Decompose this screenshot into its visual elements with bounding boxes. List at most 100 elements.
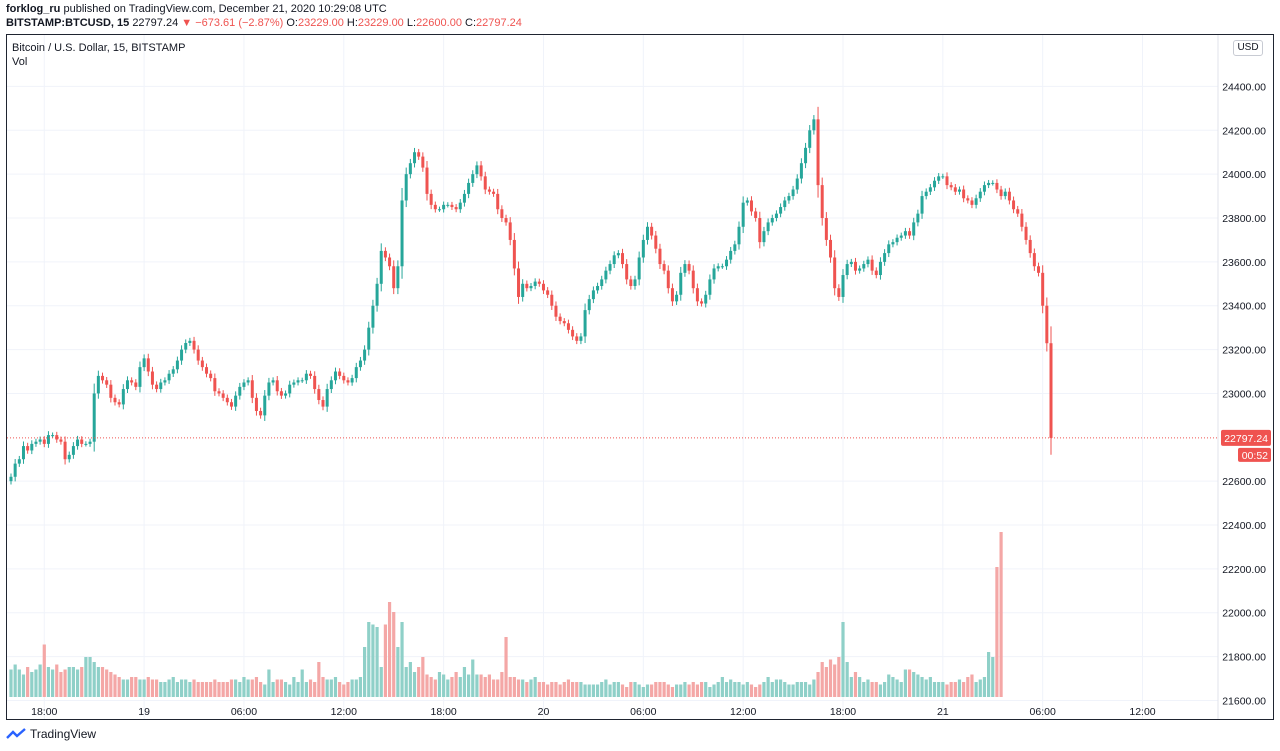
candle-body (853, 261, 857, 271)
x-tick-label: 21 (937, 706, 949, 718)
candle-body (329, 380, 333, 390)
candle-body (849, 261, 853, 265)
volume-bar (808, 684, 812, 697)
x-tick-label: 20 (538, 706, 550, 718)
volume-bar (625, 687, 629, 697)
candle-body (662, 264, 666, 271)
candle-body (263, 395, 267, 416)
candle-body (1012, 200, 1016, 210)
candle-body (749, 200, 753, 212)
volume-bar (837, 657, 841, 697)
volume-bar (392, 612, 396, 697)
candle-body (957, 189, 961, 192)
candle-body (96, 375, 100, 394)
candle-body (21, 446, 25, 460)
y-tick-label: 23400.00 (1222, 301, 1266, 313)
x-tick-label: 18:00 (430, 706, 456, 718)
publish-info: forklog_ru published on TradingView.com,… (6, 3, 387, 15)
volume-bar (679, 684, 683, 697)
candle-body (870, 259, 874, 271)
candle-body (492, 191, 496, 194)
currency-button[interactable]: USD (1233, 40, 1263, 56)
candle-body (579, 336, 583, 341)
volume-bar (92, 662, 96, 697)
candle-body (333, 371, 337, 381)
volume-bar (766, 677, 770, 697)
volume-bar (737, 682, 741, 697)
candle-body (304, 373, 308, 381)
volume-bar (529, 679, 533, 697)
candle-body (604, 270, 608, 280)
high-value: 23229.00 (357, 17, 404, 29)
candle-body (770, 218, 774, 223)
volume-bar (254, 677, 259, 697)
candle-body (820, 185, 824, 219)
volume-bar (970, 674, 974, 697)
candle-body (30, 443, 34, 451)
volume-bar (308, 679, 313, 697)
x-tick-label: 12:00 (730, 706, 756, 718)
candle-body (175, 360, 179, 370)
candle-body (213, 378, 217, 392)
volume-legend: Vol (12, 56, 28, 68)
last-price: 22797.24 (132, 17, 179, 29)
volume-bar (84, 657, 88, 697)
candle-body (1037, 266, 1041, 273)
candle-body (670, 288, 674, 302)
volume-bar (799, 682, 803, 697)
candle-body (529, 285, 533, 289)
y-tick-label: 22000.00 (1222, 608, 1266, 620)
volume-bar (491, 679, 496, 697)
volume-bar (375, 627, 379, 697)
volume-bar (579, 682, 583, 697)
candle-body (878, 261, 882, 276)
candle-body (725, 259, 729, 267)
candle-body (754, 211, 758, 219)
candle-body (596, 285, 600, 291)
y-tick-label: 23200.00 (1222, 345, 1266, 357)
volume-bar (953, 682, 957, 697)
candle-body (691, 270, 695, 289)
volume-bar (250, 679, 254, 697)
candle-body (421, 156, 425, 168)
low-label: L: (406, 17, 417, 29)
volume-bar (508, 677, 512, 697)
volume-bar (533, 677, 537, 697)
candle-body (683, 264, 687, 273)
candle-body (937, 176, 941, 181)
volume-bar (267, 669, 271, 697)
volume-bar (130, 677, 134, 697)
candle-body (392, 266, 396, 289)
candle-body (995, 182, 999, 190)
volume-bar (895, 679, 899, 697)
candle-body (762, 231, 766, 243)
volume-bar (516, 679, 521, 697)
y-tick-label: 24200.00 (1222, 125, 1266, 137)
volume-bar (242, 677, 246, 697)
volume-bar (924, 679, 928, 697)
candle-body (1007, 191, 1011, 201)
close-label: C: (465, 17, 477, 29)
volume-bar (333, 677, 338, 697)
volume-bar (234, 679, 238, 697)
x-tick-label: 12:00 (1129, 706, 1155, 718)
candle-body (933, 180, 937, 188)
volume-bar (329, 679, 333, 697)
volume-bar (774, 679, 779, 697)
candle-body (987, 182, 991, 186)
candle-body (229, 402, 233, 407)
candle-body (941, 176, 945, 178)
volume-bar (828, 659, 833, 697)
volume-bar (716, 682, 720, 697)
volume-bar (608, 684, 612, 697)
volume-bar (699, 682, 704, 697)
candle-body (80, 439, 84, 444)
candle-body (413, 152, 417, 164)
volume-bar (88, 657, 92, 697)
candle-body (279, 391, 283, 396)
volume-bar (637, 684, 641, 697)
candle-body (720, 266, 724, 268)
candle-body (953, 187, 957, 192)
candle-body (437, 209, 441, 211)
